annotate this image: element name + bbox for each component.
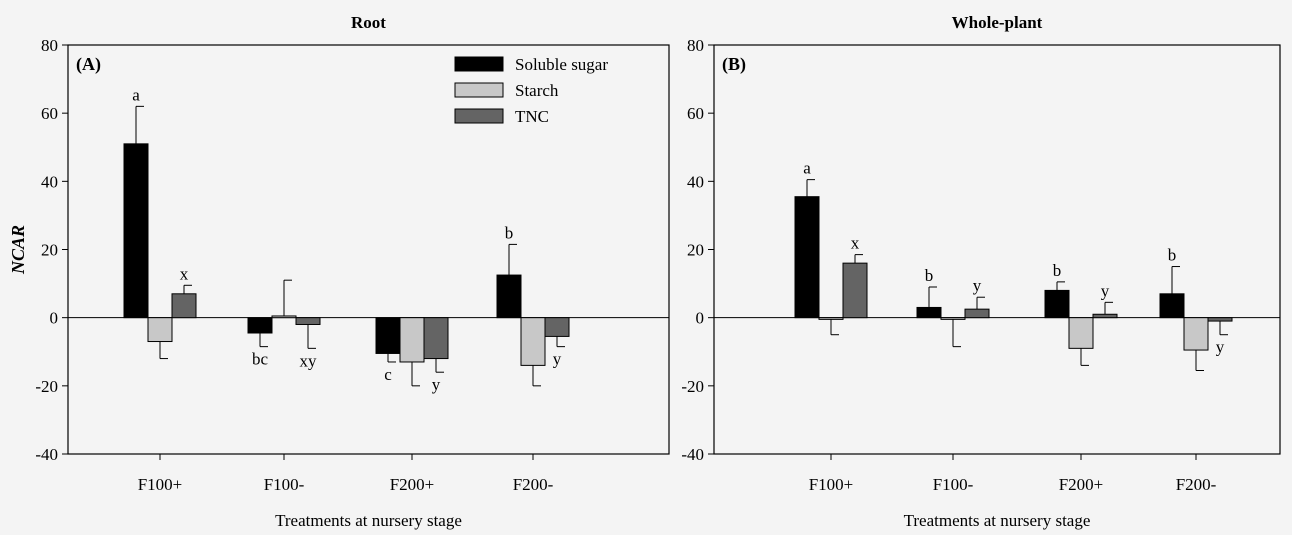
bar-0-1-1 bbox=[271, 315, 297, 319]
panel-1-ytick-label: 80 bbox=[687, 36, 704, 55]
panel-0-category-label: F200- bbox=[513, 475, 554, 494]
panel-0-category-label: F100- bbox=[264, 475, 305, 494]
bar-1-2-0 bbox=[842, 262, 868, 319]
bar-1-1-3 bbox=[1183, 317, 1209, 351]
significance-letter-1-0-1: b bbox=[925, 266, 934, 285]
legend-swatch-2 bbox=[454, 108, 504, 124]
bar-0-2-0 bbox=[171, 293, 197, 319]
legend-label-1: Starch bbox=[515, 81, 559, 100]
significance-letter-1-0-3: b bbox=[1168, 246, 1177, 265]
significance-letter-0-0-0: a bbox=[132, 85, 140, 104]
significance-letter-0-0-1: bc bbox=[252, 350, 269, 369]
bar-0-2-2 bbox=[423, 317, 449, 360]
significance-letter-1-2-0: x bbox=[851, 234, 860, 253]
panel-1-title: Whole-plant bbox=[952, 13, 1043, 32]
panel-0-ytick-label: -40 bbox=[35, 445, 58, 464]
significance-letter-0-2-2: y bbox=[432, 375, 441, 394]
bar-0-0-3 bbox=[496, 274, 522, 319]
bar-1-0-1 bbox=[916, 306, 942, 319]
significance-letter-0-0-3: b bbox=[505, 223, 514, 242]
panel-1-ytick-label: 0 bbox=[696, 309, 705, 328]
panel-1-panel-label: (B) bbox=[722, 54, 746, 75]
bar-1-2-3 bbox=[1207, 317, 1233, 322]
bar-0-2-1 bbox=[295, 317, 321, 325]
bar-1-1-1 bbox=[940, 317, 966, 320]
panel-1-category-label: F200- bbox=[1176, 475, 1217, 494]
panel-1-category-label: F100+ bbox=[809, 475, 854, 494]
panel-0-ytick-label: 0 bbox=[50, 309, 59, 328]
panel-0-ytick-label: 60 bbox=[41, 104, 58, 123]
bar-0-2-3 bbox=[544, 317, 570, 337]
bar-0-1-0 bbox=[147, 317, 173, 343]
panel-0-frame bbox=[67, 44, 670, 455]
significance-letter-1-2-1: y bbox=[973, 276, 982, 295]
panel-0-ytick-label: -20 bbox=[35, 377, 58, 396]
panel-1-x-axis-label: Treatments at nursery stage bbox=[904, 511, 1091, 530]
bar-1-0-0 bbox=[794, 196, 820, 319]
panel-1-category-label: F100- bbox=[933, 475, 974, 494]
significance-letter-1-0-0: a bbox=[803, 159, 811, 178]
significance-letter-1-2-2: y bbox=[1101, 281, 1110, 300]
bar-1-1-2 bbox=[1068, 317, 1094, 349]
significance-letter-0-2-0: x bbox=[180, 264, 189, 283]
panel-1-ytick-label: 20 bbox=[687, 241, 704, 260]
bar-1-0-3 bbox=[1159, 293, 1185, 319]
legend-swatch-1 bbox=[454, 82, 504, 98]
bar-1-1-0 bbox=[818, 317, 844, 320]
bar-1-2-1 bbox=[964, 308, 990, 319]
panel-0-title: Root bbox=[351, 13, 386, 32]
bar-0-1-2 bbox=[399, 317, 425, 363]
panel-0-x-axis-label: Treatments at nursery stage bbox=[275, 511, 462, 530]
panel-1-ytick-label: 60 bbox=[687, 104, 704, 123]
panel-0-category-label: F200+ bbox=[390, 475, 435, 494]
panel-1-ytick-label: -20 bbox=[681, 377, 704, 396]
significance-letter-1-0-2: b bbox=[1053, 261, 1062, 280]
panel-0-panel-label: (A) bbox=[76, 54, 101, 75]
legend-swatch-0 bbox=[454, 56, 504, 72]
panel-0-ytick-label: 80 bbox=[41, 36, 58, 55]
significance-letter-0-2-1: xy bbox=[300, 351, 318, 370]
panel-1-ytick-label: 40 bbox=[687, 172, 704, 191]
panel-0-y-axis-label: NCAR bbox=[8, 225, 28, 275]
bar-0-0-2 bbox=[375, 317, 401, 354]
significance-letter-1-2-3: y bbox=[1216, 338, 1225, 357]
panel-0-ytick-label: 40 bbox=[41, 172, 58, 191]
significance-letter-0-0-2: c bbox=[384, 365, 392, 384]
panel-1-ytick-label: -40 bbox=[681, 445, 704, 464]
bar-0-0-1 bbox=[247, 317, 273, 334]
legend-label-0: Soluble sugar bbox=[515, 55, 608, 74]
bar-1-2-2 bbox=[1092, 313, 1118, 319]
bar-1-0-2 bbox=[1044, 289, 1070, 319]
bar-0-1-3 bbox=[520, 317, 546, 366]
panel-1-category-label: F200+ bbox=[1059, 475, 1104, 494]
bar-0-0-0 bbox=[123, 143, 149, 319]
panel-0-category-label: F100+ bbox=[138, 475, 183, 494]
panel-0-ytick-label: 20 bbox=[41, 241, 58, 260]
legend-label-2: TNC bbox=[515, 107, 549, 126]
significance-letter-0-2-3: y bbox=[553, 350, 562, 369]
